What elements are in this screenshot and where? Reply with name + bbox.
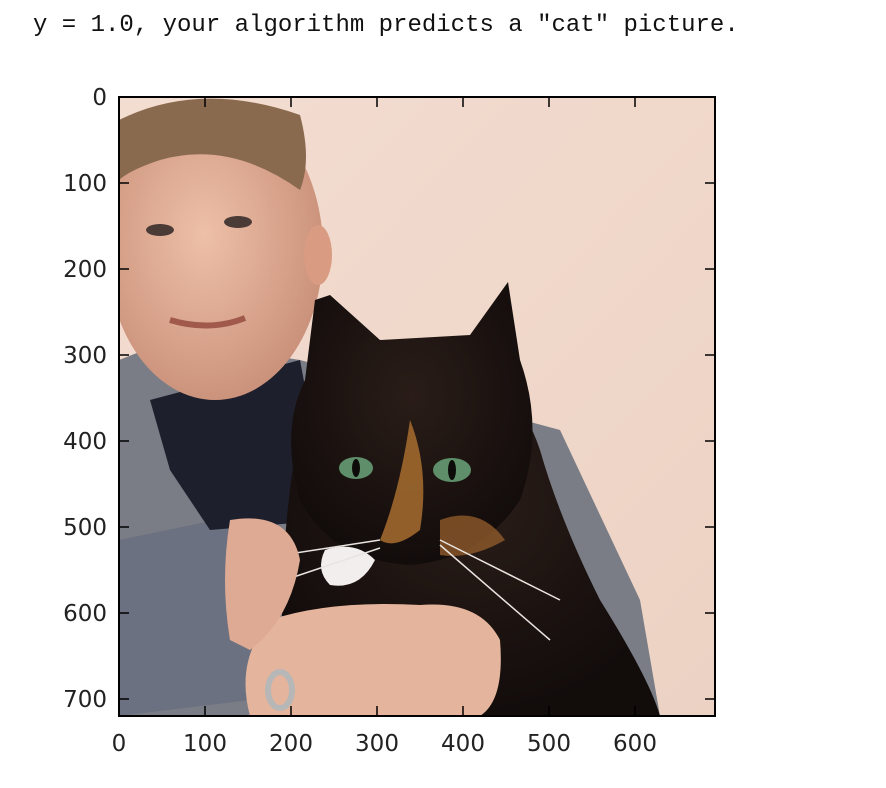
y-tick-label: 500 [63, 515, 107, 541]
cat-head [291, 282, 533, 565]
cat-pupil-right [448, 460, 456, 480]
y-ticks [119, 96, 715, 700]
man-mouth [169, 315, 247, 329]
man-ear [304, 225, 332, 285]
x-tick-label: 0 [112, 731, 127, 757]
man-eye-left [146, 224, 174, 236]
x-tick-label: 500 [527, 731, 571, 757]
man-hair [119, 98, 306, 190]
man-hand-right [245, 604, 501, 716]
y-tick-label: 100 [63, 171, 107, 197]
shirt [150, 360, 330, 530]
cat-white-chin [321, 546, 375, 586]
y-tick-label: 600 [63, 601, 107, 627]
x-tick-labels: 0 100 200 300 400 500 600 [112, 731, 657, 757]
y-tick-label: 300 [63, 343, 107, 369]
y-tick-label: 400 [63, 429, 107, 455]
cat-orange-patch [380, 420, 424, 544]
x-tick-label: 600 [613, 731, 657, 757]
cat-orange-patch-2 [440, 515, 505, 556]
axes-frame [118, 96, 716, 717]
x-ticks [118, 97, 636, 716]
ring [265, 669, 295, 711]
y-tick-label: 0 [92, 85, 107, 111]
man-hand-left [225, 518, 300, 650]
y-tick-label: 200 [63, 257, 107, 283]
x-tick-label: 400 [441, 731, 485, 757]
cat-pupil-left [352, 459, 360, 477]
cat-photo [119, 97, 715, 716]
x-tick-label: 200 [269, 731, 313, 757]
cell-output-text: y = 1.0, your algorithm predicts a "cat"… [33, 12, 739, 39]
man-eye-right [224, 216, 252, 228]
x-tick-label: 300 [355, 731, 399, 757]
x-tick-label: 100 [183, 731, 227, 757]
y-tick-label: 700 [63, 687, 107, 713]
man-face [119, 100, 323, 400]
y-tick-labels: 0 100 200 300 400 500 600 700 [63, 85, 107, 713]
